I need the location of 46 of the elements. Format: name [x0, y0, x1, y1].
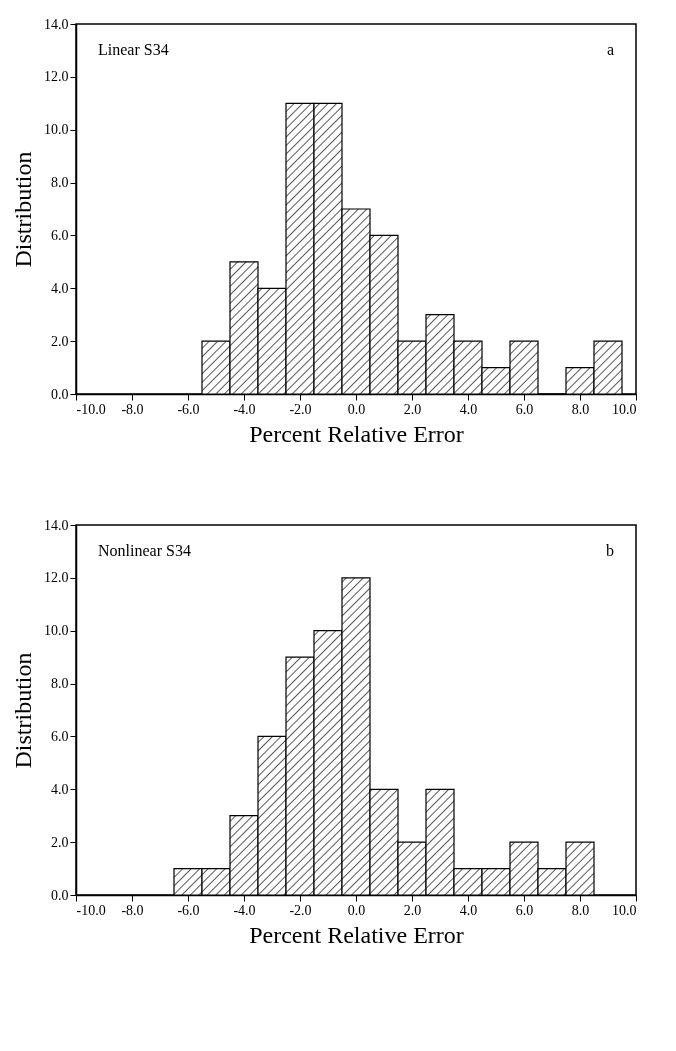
x-tick-label: -8.0 — [121, 902, 144, 918]
x-tick-label: 6.0 — [515, 401, 534, 417]
annotation: a — [606, 41, 614, 58]
x-tick-label: 2.0 — [403, 401, 422, 417]
x-tick-label: -2.0 — [289, 902, 312, 918]
x-tick-label: 4.0 — [459, 902, 478, 918]
x-tick-label: 2.0 — [403, 902, 422, 918]
y-tick-label: 2.0 — [51, 834, 69, 850]
x-tick-label: -6.0 — [177, 401, 200, 417]
x-axis-title: Percent Relative Error — [249, 921, 464, 948]
y-tick-label: 2.0 — [51, 333, 69, 349]
x-tick-label: 0.0 — [347, 401, 366, 417]
x-tick-label: -2.0 — [289, 401, 312, 417]
y-axis-title: Distribution — [10, 652, 36, 769]
x-tick-label: -10.0 — [76, 401, 106, 417]
y-tick-label: 4.0 — [51, 781, 69, 797]
x-tick-label: -4.0 — [233, 401, 256, 417]
y-tick-label: 8.0 — [51, 676, 69, 692]
annotation: Nonlinear S34 — [98, 542, 191, 559]
y-tick-label: 8.0 — [51, 175, 69, 191]
y-tick-label: 0.0 — [51, 386, 69, 402]
x-tick-label: -10.0 — [76, 902, 106, 918]
x-tick-label: 6.0 — [515, 902, 534, 918]
x-tick-label: 0.0 — [347, 902, 366, 918]
x-tick-label: 8.0 — [571, 401, 590, 417]
y-tick-label: 6.0 — [51, 728, 69, 744]
x-tick-label: 10.0 — [612, 401, 637, 417]
x-tick-label: -6.0 — [177, 902, 200, 918]
y-axis-title: Distribution — [10, 151, 36, 268]
y-tick-label: 12.0 — [44, 69, 69, 85]
annotation: Linear S34 — [98, 41, 169, 58]
x-tick-label: -8.0 — [121, 401, 144, 417]
y-tick-label: 10.0 — [44, 623, 69, 639]
y-tick-label: 14.0 — [44, 16, 69, 32]
y-tick-label: 4.0 — [51, 280, 69, 296]
y-tick-label: 10.0 — [44, 122, 69, 138]
x-tick-label: 10.0 — [612, 902, 637, 918]
x-tick-label: 4.0 — [459, 401, 478, 417]
x-axis-title: Percent Relative Error — [249, 420, 464, 447]
y-tick-label: 12.0 — [44, 570, 69, 586]
x-tick-label: 8.0 — [571, 902, 590, 918]
x-tick-label: -4.0 — [233, 902, 256, 918]
y-tick-label: 6.0 — [51, 227, 69, 243]
annotation: b — [606, 542, 614, 559]
y-tick-label: 14.0 — [44, 517, 69, 533]
y-tick-label: 0.0 — [51, 887, 69, 903]
